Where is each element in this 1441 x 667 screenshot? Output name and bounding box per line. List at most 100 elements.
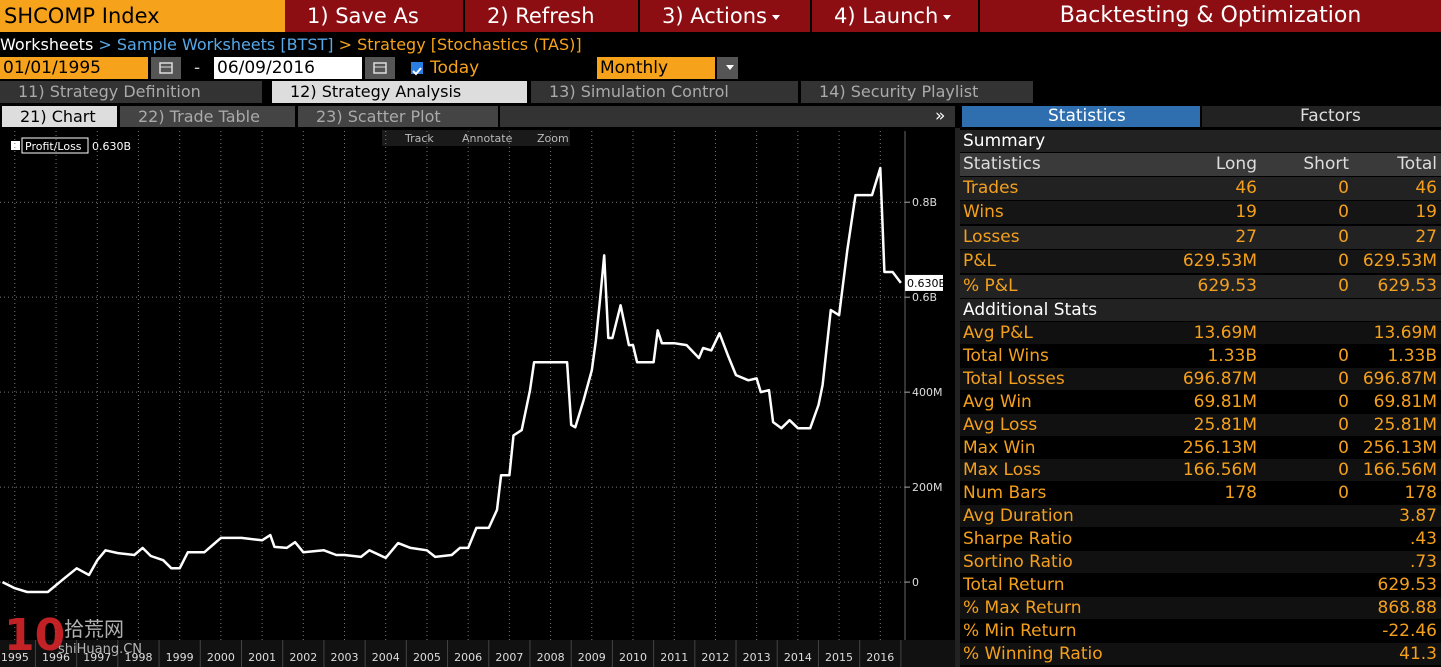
- subtab[interactable]: 22) Trade Table: [120, 106, 295, 127]
- stats-row: Avg Loss 25.81M 0 25.81M: [960, 413, 1441, 436]
- x-tick-label: 2016: [866, 651, 894, 664]
- stat-value: 25.81M: [1373, 414, 1437, 435]
- stat-label: % Min Return: [963, 620, 1077, 641]
- stat-value: 69.81M: [1373, 391, 1437, 412]
- stats-row: Total Return 629.53: [960, 573, 1441, 596]
- x-tick-label: 2012: [701, 651, 729, 664]
- crumb[interactable]: Worksheets: [0, 35, 94, 54]
- stat-label: Losses: [963, 226, 1020, 247]
- date-separator: -: [194, 58, 201, 78]
- crumb[interactable]: Strategy [Stochastics (TAS)]: [357, 35, 582, 54]
- stats-header: Statistics Long Short Total: [960, 153, 1441, 176]
- stats-row: % Max Return 868.88: [960, 596, 1441, 619]
- legend-label: Profit/Loss: [25, 140, 82, 153]
- calendar-button[interactable]: [365, 57, 395, 79]
- stat-value: 629.53: [1197, 275, 1257, 296]
- stat-value: 0: [1338, 460, 1349, 481]
- stat-label: % Winning Ratio: [963, 643, 1103, 664]
- today-label: Today: [430, 58, 480, 78]
- section-title: Additional Stats: [960, 299, 1441, 321]
- x-tick-label: 2011: [660, 651, 688, 664]
- toolbar-track[interactable]: Track: [404, 132, 434, 145]
- chart-toolbar: [382, 130, 570, 146]
- stats-row: Avg P&L 13.69M 13.69M: [960, 322, 1441, 344]
- stat-value: 41.3: [1399, 643, 1437, 664]
- calendar-button[interactable]: [151, 57, 181, 79]
- crumb-separator: >: [98, 35, 112, 54]
- end-date[interactable]: 06/09/2016: [214, 57, 362, 79]
- stat-value: 868.88: [1377, 597, 1437, 618]
- stats-row: Sortino Ratio .73: [960, 551, 1441, 573]
- stat-value: 27: [1235, 226, 1257, 247]
- stats-row: P&L 629.53M 0 629.53M: [960, 250, 1441, 274]
- dropdown-arrow: [726, 65, 734, 70]
- stat-value: 256.13M: [1362, 437, 1437, 458]
- today-checkbox[interactable]: [411, 62, 423, 76]
- stat-value: 0: [1338, 391, 1349, 412]
- collapse-button[interactable]: »: [935, 106, 946, 126]
- stats-row: Avg Duration 3.87: [960, 505, 1441, 528]
- crumb[interactable]: Sample Worksheets [BTST]: [116, 35, 334, 54]
- stats-row: Total Losses 696.87M 0 696.87M: [960, 367, 1441, 390]
- stats-row: % Winning Ratio 41.3: [960, 642, 1441, 665]
- stat-value: 13.69M: [1373, 323, 1437, 343]
- stat-value: 1.33B: [1207, 345, 1257, 366]
- toolbar-annotate[interactable]: Annotate: [462, 132, 513, 145]
- legend-swatch: [11, 141, 20, 150]
- frequency-select[interactable]: Monthly: [597, 57, 715, 79]
- stats-row: Max Win 256.13M 0 256.13M: [960, 436, 1441, 459]
- splitter: [955, 128, 960, 667]
- stat-label: Sharpe Ratio: [963, 529, 1073, 550]
- x-tick-label: 2008: [537, 651, 565, 664]
- crumb-separator: >: [338, 35, 353, 54]
- subtab-active[interactable]: 21) Chart: [2, 106, 117, 127]
- frequency-dropdown[interactable]: [717, 57, 738, 79]
- subtab[interactable]: 23) Scatter Plot: [298, 106, 498, 127]
- calendar-icon: [159, 62, 173, 74]
- stat-value: 69.81M: [1193, 391, 1257, 412]
- last-value-box: [905, 274, 943, 291]
- stat-value: 629.53: [1377, 574, 1437, 595]
- launch-button[interactable]: 4) Launch: [812, 0, 980, 32]
- statistics-tab[interactable]: Statistics: [962, 106, 1200, 127]
- x-tick-label: 1999: [166, 651, 194, 664]
- refresh-button[interactable]: 2) Refresh: [465, 0, 640, 32]
- factors-tab[interactable]: Factors: [1202, 106, 1441, 127]
- stats-row: Num Bars 178 0 178: [960, 482, 1441, 505]
- stat-label: Avg Duration: [963, 506, 1074, 527]
- stat-value: 46: [1235, 178, 1257, 198]
- stat-value: 629.53M: [1182, 251, 1257, 272]
- tab-active[interactable]: 12) Strategy Analysis: [272, 81, 527, 103]
- tab[interactable]: 13) Simulation Control: [531, 81, 798, 103]
- stat-value: 0: [1338, 202, 1349, 223]
- stat-value: 0: [1338, 368, 1349, 389]
- tab[interactable]: 11) Strategy Definition: [0, 81, 262, 103]
- stat-label: % P&L: [963, 275, 1018, 296]
- tab[interactable]: 14) Security Playlist: [801, 81, 1033, 103]
- launch-label: 4) Launch: [834, 4, 939, 28]
- stats-row: % P&L 629.53 0 629.53: [960, 274, 1441, 298]
- stat-label: Avg P&L: [963, 323, 1033, 343]
- x-tick-label: 2010: [619, 651, 647, 664]
- chart-background: [0, 128, 955, 667]
- x-tick-label: 1996: [42, 651, 70, 664]
- column-header: Short: [1303, 154, 1349, 174]
- x-tick-label: 2007: [495, 651, 523, 664]
- y-tick-label: 200M: [912, 481, 943, 494]
- save-button[interactable]: 1) Save As: [285, 0, 465, 32]
- x-tick-label: 2013: [743, 651, 771, 664]
- stat-value: 1.33B: [1387, 345, 1437, 366]
- x-tick-label: 2015: [825, 651, 853, 664]
- toolbar-zoom[interactable]: Zoom: [537, 132, 569, 145]
- start-date[interactable]: 01/01/1995: [0, 57, 148, 79]
- check-icon: [412, 67, 422, 76]
- watermark-name: 拾荒网: [64, 617, 124, 641]
- actions-button[interactable]: 3) Actions: [640, 0, 812, 32]
- security-field[interactable]: SHCOMP Index: [0, 0, 285, 32]
- watermark-site: shiHuang.CN: [58, 642, 143, 657]
- stat-label: P&L: [963, 251, 996, 272]
- stat-value: 46: [1415, 178, 1437, 198]
- stats-row: Losses 27 0 27: [960, 225, 1441, 249]
- stats-row: Wins 19 0 19: [960, 201, 1441, 225]
- calendar-icon: [373, 62, 387, 74]
